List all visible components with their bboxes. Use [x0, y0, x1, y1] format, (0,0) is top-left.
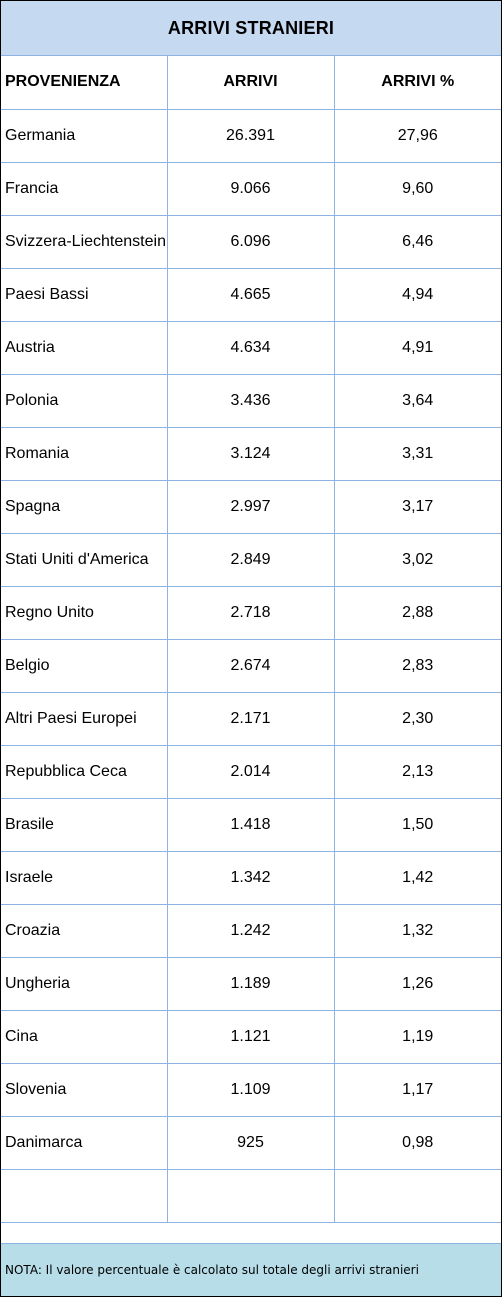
cell-provenienza: Austria: [1, 320, 168, 375]
table-row: Paesi Bassi 4.665 4,94: [1, 267, 501, 322]
cell-provenienza: Stati Uniti d'America: [1, 532, 168, 587]
footnote: NOTA: Il valore percentuale è calcolato …: [1, 1243, 501, 1296]
table-body: Germania 26.391 27,96 Francia 9.066 9,60 Svizz…: [1, 108, 501, 1223]
table-row: Germania 26.391 27,96: [1, 108, 501, 163]
header-row: PROVENIENZA ARRIVI ARRIVI %: [1, 56, 501, 110]
table-row: [1, 1168, 501, 1223]
cell-arrivi-percent: 2,13: [333, 744, 501, 799]
cell-arrivi: 1.121: [166, 1009, 335, 1064]
cell-arrivi-percent: 1,17: [333, 1062, 501, 1117]
cell-provenienza: Danimarca: [1, 1115, 168, 1170]
cell-arrivi: 26.391: [166, 108, 335, 163]
table-row: Danimarca 925 0,98: [1, 1115, 501, 1170]
cell-arrivi-percent: 3,31: [333, 426, 501, 481]
cell-provenienza: Repubblica Ceca: [1, 744, 168, 799]
table-row: Altri Paesi Europei 2.171 2,30: [1, 691, 501, 746]
table-row: Cina 1.121 1,19: [1, 1009, 501, 1064]
cell-arrivi-percent: 2,88: [333, 585, 501, 640]
header-arrivi-percent: ARRIVI %: [333, 56, 501, 110]
cell-arrivi: 1.189: [166, 956, 335, 1011]
table-row: Brasile 1.418 1,50: [1, 797, 501, 852]
table-row: Romania 3.124 3,31: [1, 426, 501, 481]
arrivals-table: PROVENIENZA ARRIVI ARRIVI % Germania 26.3…: [1, 56, 501, 1223]
cell-arrivi: 3.124: [166, 426, 335, 481]
cell-arrivi: 1.342: [166, 850, 335, 905]
cell-arrivi-percent: 6,46: [333, 214, 501, 269]
cell-arrivi-percent: 2,30: [333, 691, 501, 746]
cell-provenienza: [1, 1168, 168, 1223]
header-provenienza: PROVENIENZA: [1, 56, 168, 110]
cell-provenienza: Polonia: [1, 373, 168, 428]
cell-arrivi: 1.418: [166, 797, 335, 852]
cell-provenienza: Croazia: [1, 903, 168, 958]
table-row: Israele 1.342 1,42: [1, 850, 501, 905]
table-row: Belgio 2.674 2,83: [1, 638, 501, 693]
cell-provenienza: Israele: [1, 850, 168, 905]
table-row: Svizzera-Liechtenstein 6.096 6,46: [1, 214, 501, 269]
cell-provenienza: Slovenia: [1, 1062, 168, 1117]
table-row: Croazia 1.242 1,32: [1, 903, 501, 958]
cell-arrivi: 2.849: [166, 532, 335, 587]
header-arrivi: ARRIVI: [166, 56, 335, 110]
cell-arrivi: 9.066: [166, 161, 335, 216]
cell-provenienza: Spagna: [1, 479, 168, 534]
table-row: Spagna 2.997 3,17: [1, 479, 501, 534]
cell-provenienza: Belgio: [1, 638, 168, 693]
cell-provenienza: Germania: [1, 108, 168, 163]
cell-arrivi-percent: 9,60: [333, 161, 501, 216]
table-row: Repubblica Ceca 2.014 2,13: [1, 744, 501, 799]
table-title: ARRIVI STRANIERI: [1, 1, 501, 56]
table-row: Austria 4.634 4,91: [1, 320, 501, 375]
table-row: Regno Unito 2.718 2,88: [1, 585, 501, 640]
table-row: Polonia 3.436 3,64: [1, 373, 501, 428]
cell-arrivi: 3.436: [166, 373, 335, 428]
cell-arrivi-percent: 3,02: [333, 532, 501, 587]
cell-arrivi: 2.997: [166, 479, 335, 534]
cell-arrivi-percent: 1,42: [333, 850, 501, 905]
cell-arrivi-percent: 1,50: [333, 797, 501, 852]
cell-arrivi: [166, 1168, 335, 1223]
cell-provenienza: Regno Unito: [1, 585, 168, 640]
cell-provenienza: Brasile: [1, 797, 168, 852]
cell-arrivi: 2.674: [166, 638, 335, 693]
cell-arrivi: 1.109: [166, 1062, 335, 1117]
cell-arrivi-percent: 3,17: [333, 479, 501, 534]
table-row: Stati Uniti d'America 2.849 3,02: [1, 532, 501, 587]
cell-arrivi-percent: 1,19: [333, 1009, 501, 1064]
cell-arrivi-percent: 3,64: [333, 373, 501, 428]
cell-arrivi: 4.665: [166, 267, 335, 322]
cell-arrivi: 2.171: [166, 691, 335, 746]
cell-provenienza: Paesi Bassi: [1, 267, 168, 322]
cell-arrivi-percent: 1,26: [333, 956, 501, 1011]
cell-arrivi: 4.634: [166, 320, 335, 375]
table-row: Ungheria 1.189 1,26: [1, 956, 501, 1011]
cell-arrivi-percent: [333, 1168, 501, 1223]
cell-arrivi-percent: 1,32: [333, 903, 501, 958]
cell-arrivi: 2.718: [166, 585, 335, 640]
cell-arrivi: 6.096: [166, 214, 335, 269]
cell-arrivi-percent: 27,96: [333, 108, 501, 163]
cell-provenienza: Romania: [1, 426, 168, 481]
cell-arrivi: 925: [166, 1115, 335, 1170]
cell-arrivi-percent: 4,94: [333, 267, 501, 322]
cell-provenienza: Ungheria: [1, 956, 168, 1011]
cell-arrivi: 2.014: [166, 744, 335, 799]
table-row: Slovenia 1.109 1,17: [1, 1062, 501, 1117]
cell-provenienza: Cina: [1, 1009, 168, 1064]
cell-provenienza: Francia: [1, 161, 168, 216]
cell-arrivi-percent: 4,91: [333, 320, 501, 375]
cell-arrivi-percent: 0,98: [333, 1115, 501, 1170]
cell-arrivi: 1.242: [166, 903, 335, 958]
cell-provenienza: Svizzera-Liechtenstein: [1, 214, 168, 269]
cell-provenienza: Altri Paesi Europei: [1, 691, 168, 746]
cell-arrivi-percent: 2,83: [333, 638, 501, 693]
table-row: Francia 9.066 9,60: [1, 161, 501, 216]
